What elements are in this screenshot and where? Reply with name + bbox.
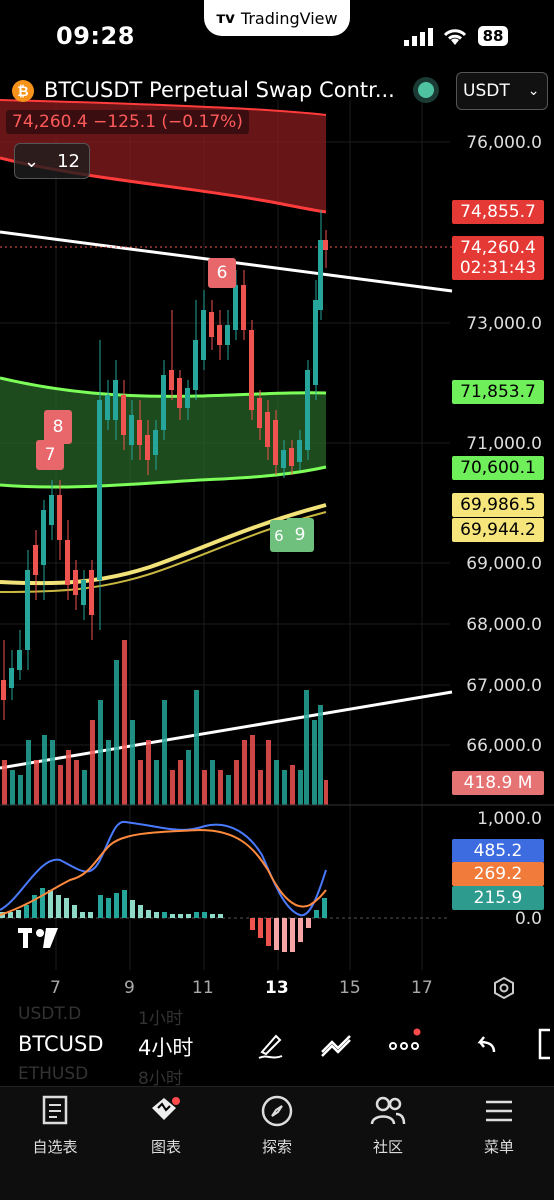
yellow-ma-tag-2: 69,944.2 [452, 518, 544, 542]
tab-chart[interactable]: 图表 [111, 1087, 221, 1157]
compass-icon [261, 1095, 293, 1127]
volume-tag: 418.9 M [452, 771, 544, 795]
last-price-tag: 74,260.4 02:31:43 [452, 236, 544, 280]
indicator-orange-line [0, 828, 327, 916]
battery-indicator: 88 [478, 26, 508, 46]
marker-6[interactable]: 6 [208, 258, 236, 288]
date-tick: 13 [265, 978, 289, 998]
currency-select[interactable]: USDT ⌄ [456, 72, 548, 110]
price-tick: 67,000.0 [466, 676, 542, 696]
menu-icon [486, 1100, 512, 1122]
market-status-icon[interactable] [418, 82, 434, 98]
green-upper-tag: 71,853.7 [452, 380, 544, 404]
green-band [0, 378, 326, 488]
lower-trendline [0, 690, 453, 770]
marker-9[interactable]: 9 [286, 518, 314, 552]
fullscreen-icon[interactable] [534, 1026, 554, 1062]
tab-label: 图表 [150, 1138, 181, 1156]
indicator-teal-tag: 215.9 [452, 886, 544, 910]
price-tick: 66,000.0 [466, 736, 542, 756]
date-tick: 11 [192, 978, 214, 998]
clock: 09:28 [56, 22, 135, 50]
marker-7[interactable]: 7 [36, 440, 64, 470]
bitcoin-icon: ₿ [12, 80, 34, 102]
indicators-toggle[interactable]: ⌄ 12 [14, 143, 90, 179]
wifi-icon [443, 29, 467, 45]
watchlist-icon [42, 1095, 68, 1125]
date-tick: 7 [50, 978, 61, 998]
tab-label: 自选表 [32, 1138, 78, 1156]
tradingview-watermark-icon [18, 928, 58, 948]
ghost-symbol-above: USDT.D [18, 1004, 82, 1024]
price-tick: 76,000.0 [466, 133, 542, 153]
yellow-ma-tag-1: 69,986.5 [452, 493, 544, 517]
ghost-interval-above: 1小时 [138, 1009, 183, 1029]
price-tick: 68,000.0 [466, 615, 542, 635]
tab-explore[interactable]: 探索 [222, 1087, 332, 1157]
indicator-count: 12 [57, 150, 80, 172]
ghost-interval-below: 8小时 [138, 1069, 183, 1089]
chevron-down-icon: ⌄ [527, 83, 540, 99]
green-band-upper-line [0, 376, 327, 398]
tab-community[interactable]: 社区 [333, 1087, 443, 1157]
status-bar: 09:28 ᴛᴠ TradingView 88 [0, 0, 554, 70]
tab-watchlist[interactable]: 自选表 [0, 1087, 110, 1157]
tab-label: 社区 [372, 1138, 403, 1156]
app-pill-label: TradingView [240, 8, 338, 28]
chart-settings-icon[interactable] [492, 976, 516, 1000]
indicator-tick: 0.0 [514, 909, 542, 929]
marker-8[interactable]: 8 [44, 410, 72, 444]
ghost-symbol-below: ETHUSD [18, 1064, 89, 1084]
price-change: 74,260.4 −125.1 (−0.17%) [6, 110, 249, 134]
chart-toolbar: USDT.D 1小时 BTCUSD 4小时 ETHUSD 8小时 [0, 1004, 554, 1089]
last-price: 74,260.4 [460, 238, 536, 258]
price-tick: 73,000.0 [466, 314, 542, 334]
date-tick: 15 [339, 978, 361, 998]
tab-label: 菜单 [483, 1138, 514, 1156]
green-lower-tag: 70,600.1 [452, 456, 544, 480]
currency-label: USDT [463, 81, 510, 101]
indicator-blue-tag: 485.2 [452, 839, 544, 863]
tradingview-logo-icon: ᴛᴠ [216, 9, 235, 27]
volume-bars [2, 640, 328, 805]
more-options-icon[interactable] [388, 1028, 424, 1058]
undo-icon[interactable] [472, 1032, 500, 1058]
indicator-orange-tag: 269.2 [452, 862, 544, 886]
candles [1, 210, 328, 720]
bottom-tab-bar: 自选表 图表 探索 社区 菜单 [0, 1086, 554, 1200]
tab-menu[interactable]: 菜单 [444, 1087, 554, 1157]
app-pill[interactable]: ᴛᴠ TradingView [204, 0, 350, 36]
interval-selector[interactable]: 4小时 [138, 1036, 194, 1060]
signal-icon [404, 28, 433, 46]
yellow-ma-2 [0, 511, 327, 593]
yellow-ma [0, 503, 327, 586]
indicator-tick: 1,000.0 [477, 809, 542, 829]
red-band-upper-line [0, 99, 327, 116]
community-icon [370, 1096, 406, 1125]
green-band-lower-line [0, 465, 327, 489]
chevron-down-icon: ⌄ [24, 150, 40, 172]
bar-countdown: 02:31:43 [459, 258, 537, 278]
price-tick: 71,000.0 [466, 434, 542, 454]
red-band-price-tag: 74,855.7 [452, 200, 544, 224]
chart-icon [152, 1097, 180, 1120]
price-tick: 69,000.0 [466, 554, 542, 574]
indicator-histogram [0, 888, 450, 952]
indicator-blue-line [0, 820, 327, 917]
date-tick: 9 [124, 978, 135, 998]
pen-drawing-icon[interactable] [256, 1030, 286, 1060]
trendline-tool-icon[interactable] [320, 1032, 354, 1058]
tab-label: 探索 [261, 1138, 292, 1156]
symbol-selector[interactable]: BTCUSD [18, 1032, 104, 1056]
date-tick: 17 [411, 978, 433, 998]
symbol-title[interactable]: BTCUSDT Perpetual Swap Contr... [44, 78, 395, 102]
grid-lines [0, 100, 450, 970]
